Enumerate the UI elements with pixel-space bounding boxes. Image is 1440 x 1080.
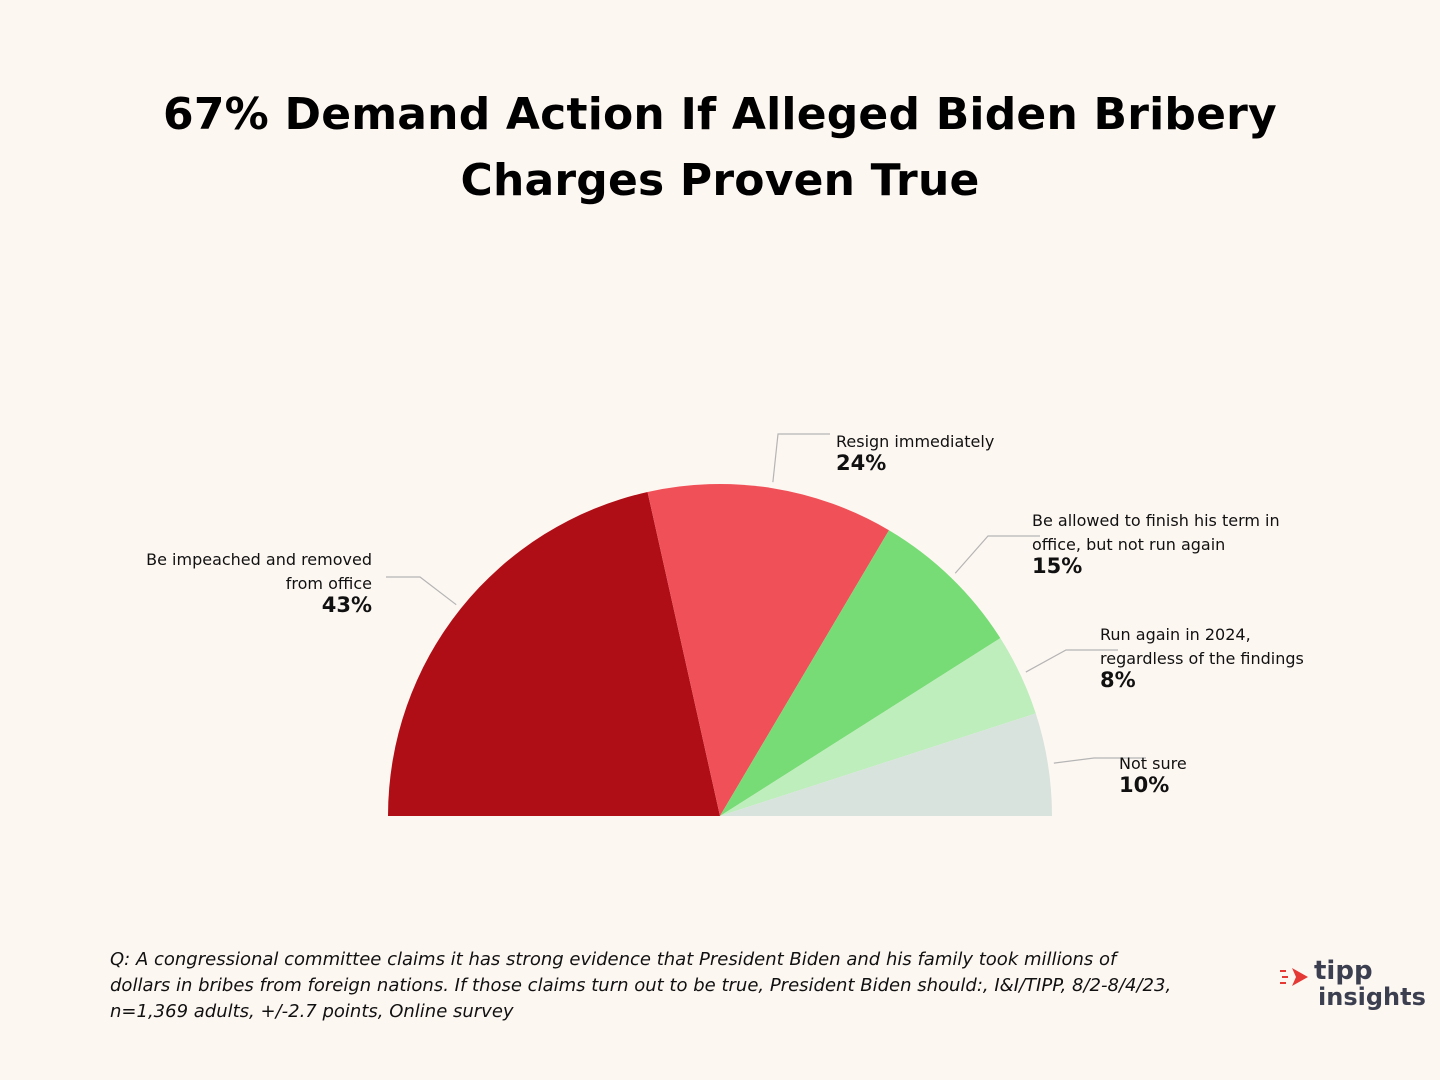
pie-slice-1 — [388, 491, 720, 816]
leader-line-2 — [772, 433, 830, 483]
chart-title: 67% Demand Action If Alleged Biden Bribe… — [0, 82, 1440, 214]
slice-label-3-line-1: Be allowed to finish his term in — [1032, 511, 1280, 530]
slice-value-2: 24% — [836, 451, 886, 475]
footnote-line-1: Q: A congressional committee claims it h… — [110, 949, 1117, 970]
slice-label-4-line-2: regardless of the findings — [1100, 649, 1304, 668]
pie-slice-4 — [720, 638, 1036, 816]
tipp-insights-logo: tipp insights — [1280, 956, 1430, 1020]
pie-slice-3 — [720, 530, 1001, 816]
logo-arrow-icon — [1280, 968, 1308, 986]
leader-line-4 — [1025, 649, 1118, 673]
footnote-line-2: dollars in bribes from foreign nations. … — [110, 975, 1172, 996]
leader-line-1 — [386, 576, 457, 606]
logo-word-tipp: tipp — [1314, 956, 1373, 986]
footnote-line-3: n=1,369 adults, +/-2.7 points, Online su… — [110, 1001, 514, 1022]
survey-footnote: Q: A congressional committee claims it h… — [110, 947, 1260, 1025]
leader-line-3 — [954, 535, 1040, 574]
chart-title-line-1: 67% Demand Action If Alleged Biden Bribe… — [163, 89, 1277, 140]
leader-line-5 — [1053, 757, 1146, 764]
slice-label-5-line-1: Not sure — [1119, 754, 1187, 773]
slice-label-2-line-1: Resign immediately — [836, 432, 994, 451]
slice-value-3: 15% — [1032, 554, 1082, 578]
slice-label-3-line-2: office, but not run again — [1032, 535, 1225, 554]
slice-label-1-line-2: from office — [286, 574, 372, 593]
logo-word-insights: insights — [1318, 983, 1426, 1011]
slice-value-1: 43% — [322, 593, 372, 617]
slice-value-4: 8% — [1100, 668, 1136, 692]
chart-title-line-2: Charges Proven True — [460, 155, 980, 206]
pie-slice-2 — [647, 484, 890, 816]
slice-label-1-line-1: Be impeached and removed — [146, 550, 372, 569]
slice-label-4-line-1: Run again in 2024, — [1100, 625, 1251, 644]
slice-value-5: 10% — [1119, 773, 1169, 797]
pie-slice-5 — [720, 713, 1052, 816]
